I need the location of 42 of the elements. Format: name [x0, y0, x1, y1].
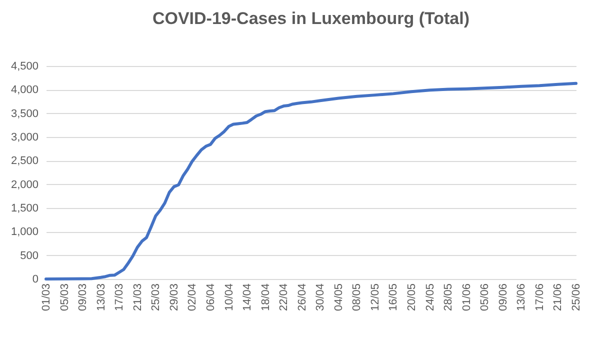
line-series: [44, 82, 578, 280]
x-tick-label: 05/03: [58, 284, 71, 312]
x-tick-label: 09/06: [497, 284, 510, 312]
x-tick-label: 25/03: [150, 284, 162, 312]
x-tick-label: 12/05: [369, 284, 382, 312]
x-tick-label: 26/04: [296, 284, 308, 312]
x-tick-label: 10/04: [223, 284, 236, 312]
x-tick-label: 21/06: [552, 284, 564, 312]
x-tick-label: 02/04: [186, 284, 199, 312]
y-tick-label: 500: [20, 250, 38, 262]
x-tick-label: 16/05: [388, 284, 400, 312]
x-tick-label: 25/06: [570, 284, 582, 312]
chart-title: COVID-19-Cases in Luxembourg (Total): [152, 9, 470, 28]
y-tick-label: 4,000: [10, 84, 38, 96]
y-tick-label: 3,000: [10, 132, 38, 144]
x-tick-label: 30/04: [314, 284, 327, 312]
y-tick-label: 1,000: [10, 226, 38, 238]
y-tick-label: 0: [32, 274, 38, 286]
x-tick-label: 17/06: [534, 284, 546, 312]
x-tick-label: 13/03: [95, 284, 108, 312]
x-tick-label: 14/04: [242, 284, 254, 312]
y-tick-label: 3,500: [10, 108, 38, 120]
x-tick-label: 04/05: [332, 284, 345, 312]
y-tick-label: 2,000: [10, 178, 38, 191]
y-tick-label: 4,500: [10, 60, 38, 72]
x-tick-label: 05/06: [479, 284, 492, 312]
x-tick-label: 01/03: [40, 284, 52, 312]
x-tick-label: 20/05: [406, 284, 418, 312]
x-tick-label: 01/06: [460, 284, 473, 312]
x-tick-label: 21/03: [132, 284, 144, 312]
x-tick-label: 09/03: [77, 284, 90, 312]
x-tick-label: 06/04: [204, 284, 217, 312]
x-tick-label: 28/05: [442, 284, 455, 312]
x-tick-label: 24/05: [424, 284, 436, 312]
x-tick-label: 17/03: [114, 284, 126, 312]
x-tick-label: 18/04: [260, 284, 272, 312]
x-tick-label: 22/04: [278, 284, 290, 312]
y-tick-label: 2,500: [10, 155, 38, 168]
x-tick-label: 08/05: [351, 284, 364, 312]
x-tick-label: 13/06: [516, 284, 528, 312]
y-tick-label: 1,500: [10, 202, 38, 214]
x-tick-label: 29/03: [168, 284, 180, 312]
